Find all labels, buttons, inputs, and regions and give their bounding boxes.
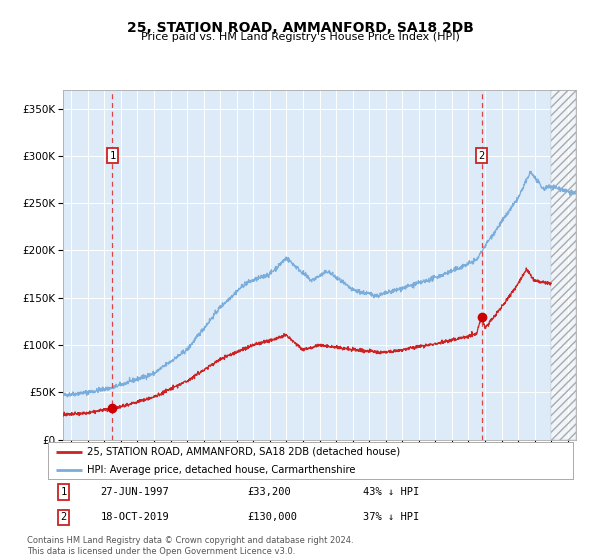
Bar [551,90,576,440]
Text: 25, STATION ROAD, AMMANFORD, SA18 2DB (detached house): 25, STATION ROAD, AMMANFORD, SA18 2DB (d… [88,446,401,456]
Text: Price paid vs. HM Land Registry's House Price Index (HPI): Price paid vs. HM Land Registry's House … [140,32,460,43]
Text: £130,000: £130,000 [248,512,298,522]
Text: 43% ↓ HPI: 43% ↓ HPI [363,487,419,497]
Bar [551,90,576,440]
Text: Contains HM Land Registry data © Crown copyright and database right 2024.
This d: Contains HM Land Registry data © Crown c… [27,536,353,556]
Text: £33,200: £33,200 [248,487,291,497]
Text: 18-OCT-2019: 18-OCT-2019 [101,512,169,522]
Text: 2: 2 [478,151,485,161]
Text: 37% ↓ HPI: 37% ↓ HPI [363,512,419,522]
Text: HPI: Average price, detached house, Carmarthenshire: HPI: Average price, detached house, Carm… [88,465,356,475]
Text: 25, STATION ROAD, AMMANFORD, SA18 2DB: 25, STATION ROAD, AMMANFORD, SA18 2DB [127,21,473,35]
Text: 27-JUN-1997: 27-JUN-1997 [101,487,169,497]
Text: 2: 2 [61,512,67,522]
Text: 1: 1 [109,151,116,161]
Text: 1: 1 [61,487,67,497]
